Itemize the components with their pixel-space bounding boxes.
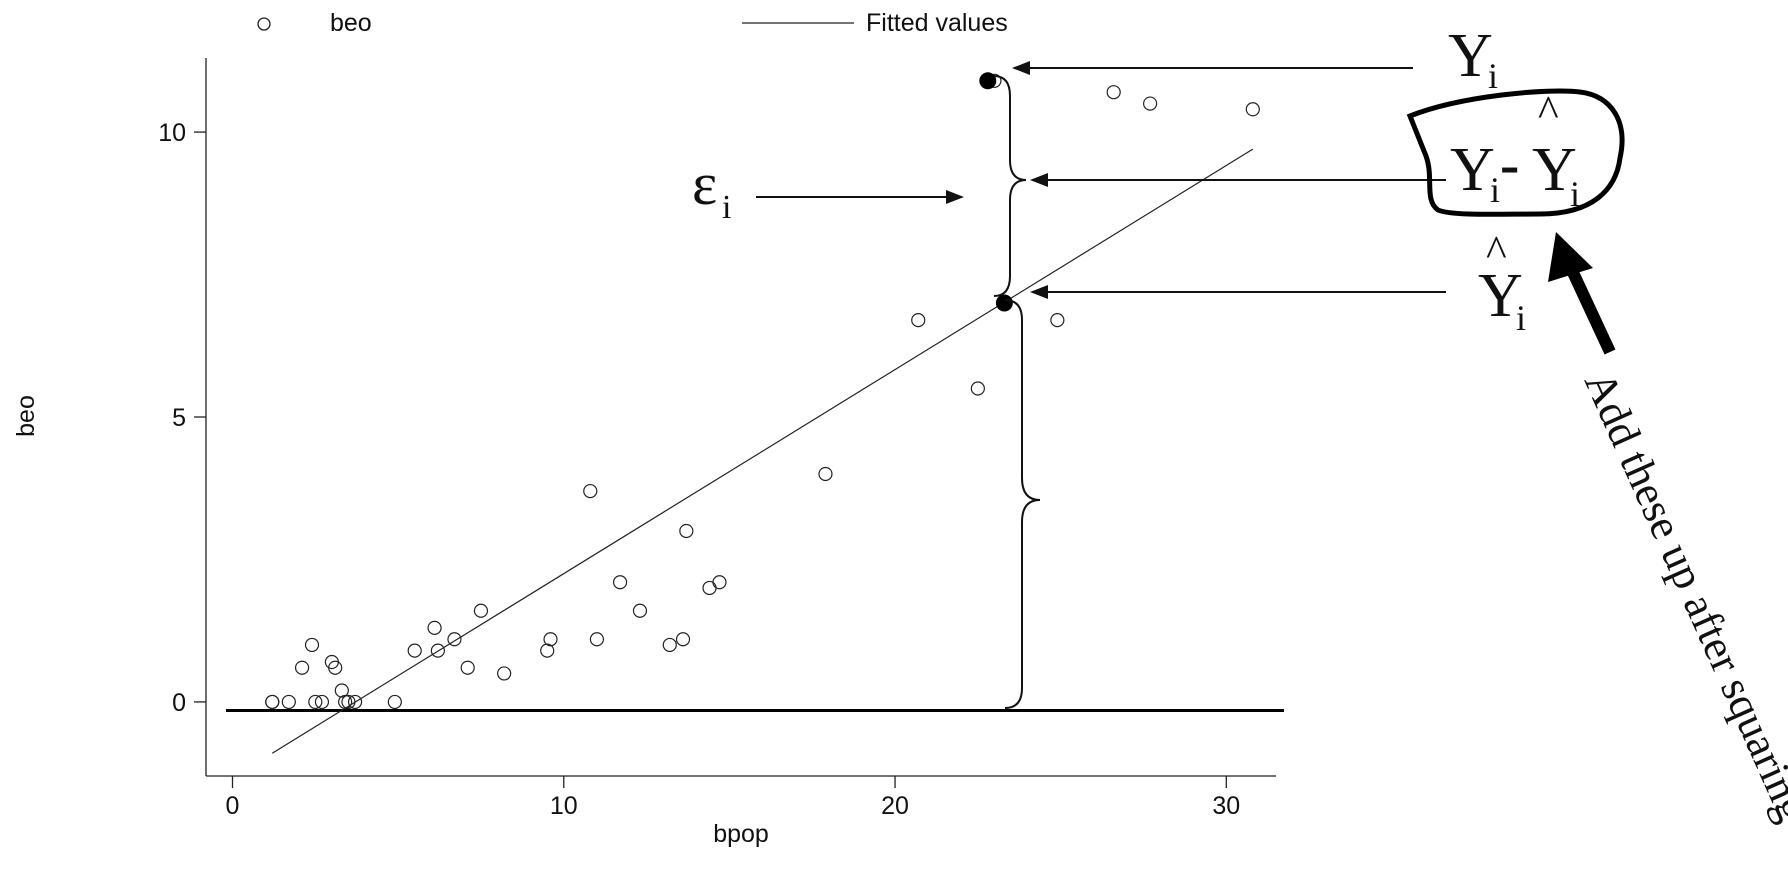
x-axis-title: bpop [713, 820, 769, 848]
legend-marker-beo [257, 17, 271, 31]
arrow-residual-head [1030, 173, 1048, 187]
y-tick-label: 0 [172, 689, 186, 717]
legend: beo Fitted values [257, 9, 1008, 37]
residual-outline [1406, 88, 1625, 217]
arrow-yi-head [1012, 61, 1030, 75]
scatter-point [407, 643, 422, 658]
x-tick-label: 10 [550, 792, 578, 820]
residual-y-sub: i [1490, 170, 1500, 210]
legend-label-beo: beo [330, 9, 372, 37]
label-yhat: ^ Y i [1478, 227, 1526, 338]
scatter-point [427, 620, 442, 635]
scatter-point [338, 694, 353, 710]
scatter-point [304, 637, 320, 653]
residual-yhat: Y [1532, 136, 1577, 204]
scatter-point [265, 694, 280, 710]
residual-yhat-hat: ^ [1538, 87, 1559, 136]
scatter-point [281, 694, 296, 710]
scatter-point [430, 643, 445, 658]
x-ticks: 0 10 20 30 [226, 776, 1240, 820]
scatter-point [294, 660, 310, 675]
thick-arrow [1564, 263, 1616, 355]
x-tick-label: 30 [1212, 792, 1240, 820]
note-add-squared: Add these up after squaring [1575, 364, 1788, 828]
scatter-point [314, 694, 330, 710]
scatter-point [543, 632, 558, 647]
fitted-line [271, 148, 1254, 754]
y-tick-label: 10 [158, 119, 186, 147]
scatter-point [1143, 96, 1158, 111]
scatter-point [387, 694, 402, 710]
label-yi-main: Y [1448, 22, 1493, 90]
scatter-point [612, 575, 628, 590]
scatter-point [702, 580, 717, 596]
scatter-point [1106, 85, 1121, 100]
fitted-line-layer [271, 148, 1254, 754]
scatter-point [1245, 102, 1260, 117]
legend-label-fitted: Fitted values [866, 9, 1008, 37]
scatter-point [473, 603, 489, 618]
residual-y: Y [1450, 136, 1495, 204]
scatter-point [911, 313, 926, 328]
residual-minus: - [1500, 132, 1519, 197]
thick-arrow-head [1548, 232, 1593, 282]
scatter-point [583, 483, 598, 499]
label-yhat-sub: i [1516, 298, 1526, 338]
scatter-point [679, 523, 694, 539]
scatter-point [632, 603, 648, 618]
scatter-point [675, 632, 691, 647]
label-epsilon-main: ε [692, 151, 717, 217]
scatter-point [712, 575, 727, 590]
label-yhat-main: Y [1478, 262, 1523, 330]
arrow-yhat-head [1030, 285, 1048, 299]
scatter-point [341, 694, 356, 710]
scatter-point [460, 660, 475, 675]
x-tick-label: 0 [226, 792, 240, 820]
label-yi-sub: i [1488, 56, 1498, 96]
label-residual: Y i - ^ Y i [1406, 87, 1625, 217]
scatter-point [328, 660, 343, 675]
scatter-point [497, 666, 512, 681]
scatter-point [308, 694, 323, 710]
x-tick-label: 20 [881, 792, 909, 820]
scatter-point [662, 637, 677, 653]
annotation-arrows [756, 61, 1446, 299]
scatter-point [347, 694, 363, 710]
highlight-point [995, 294, 1013, 312]
scatter-points [265, 73, 1260, 710]
axes: 0 5 10 0 10 20 30 beo bpop [12, 58, 1276, 848]
label-epsilon: ε i [692, 151, 731, 226]
residual-yhat-sub: i [1570, 174, 1580, 214]
label-yhat-hat: ^ [1486, 227, 1507, 276]
scatter-point [1050, 313, 1065, 328]
arrow-epsilon-head [946, 190, 964, 204]
scatter-point [818, 466, 833, 482]
scatter-point [970, 381, 985, 396]
y-ticks: 0 5 10 [158, 119, 206, 717]
y-tick-label: 5 [172, 404, 186, 432]
scatter-point [447, 632, 462, 647]
brace-residual [993, 75, 1027, 297]
label-epsilon-sub: i [722, 189, 731, 226]
highlight-point [979, 72, 997, 90]
y-axis-title: beo [12, 395, 40, 437]
highlight-points [979, 72, 1013, 312]
label-yi: Y i [1448, 22, 1498, 96]
brace-fitted [1004, 299, 1041, 709]
scatter-point [589, 632, 604, 647]
